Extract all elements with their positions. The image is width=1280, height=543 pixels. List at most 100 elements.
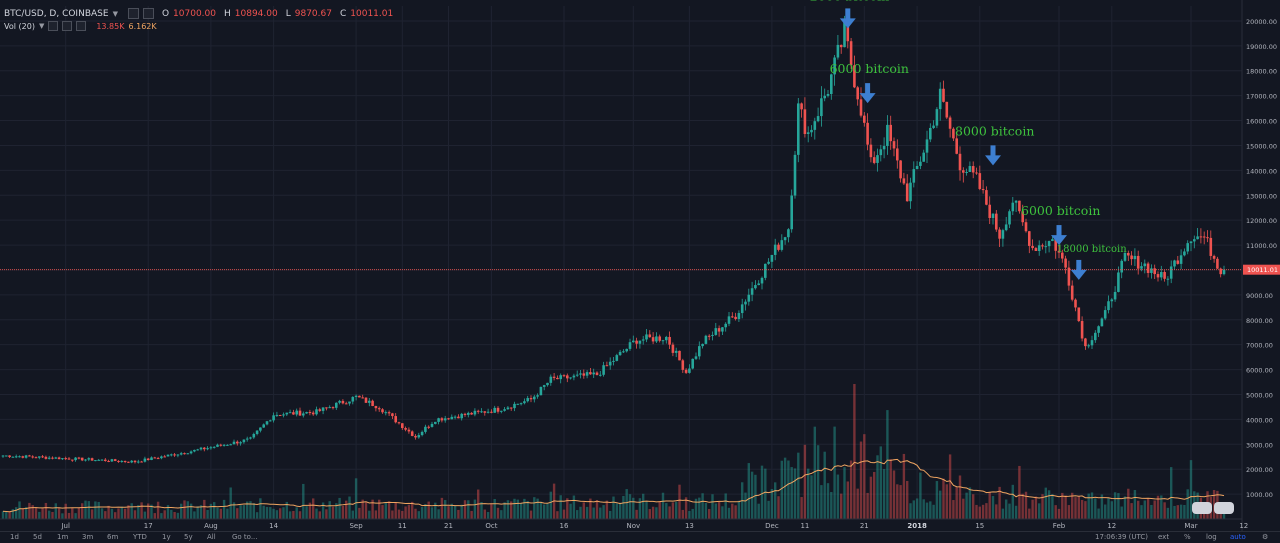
candle [94, 460, 97, 462]
candle [823, 95, 826, 99]
volume-bar [625, 489, 628, 519]
candle [104, 459, 107, 461]
volume-bar [1034, 496, 1038, 519]
candle [919, 161, 922, 166]
candle [691, 358, 694, 369]
eye-icon[interactable] [48, 21, 59, 31]
timeframe-1d[interactable]: 1d [10, 533, 19, 541]
candle [216, 444, 219, 447]
candle [866, 122, 869, 145]
volume-bar [378, 499, 381, 519]
volume-bar [529, 510, 533, 519]
volume-bar [783, 457, 787, 519]
timeframe-ytd[interactable]: YTD [133, 533, 147, 541]
x-tick-label: Nov [626, 522, 640, 530]
hide-icon[interactable] [142, 8, 154, 19]
candle [681, 360, 685, 370]
candle [701, 343, 704, 347]
candle [377, 408, 381, 410]
candle [1143, 263, 1147, 267]
volume-bar [1044, 487, 1047, 519]
close-icon[interactable] [76, 21, 87, 31]
volume-bar [975, 504, 978, 519]
y-tick-label: 19000.00 [1246, 43, 1277, 51]
volume-bar [734, 505, 737, 519]
volume-bar [684, 497, 688, 519]
volume-bar [114, 512, 117, 519]
timeframe-5y[interactable]: 5y [184, 533, 193, 541]
candle [219, 444, 223, 446]
candle [209, 447, 213, 449]
candle [767, 261, 770, 264]
candle [839, 44, 843, 48]
candle [212, 446, 216, 448]
candle [688, 368, 691, 373]
log-toggle[interactable]: log [1206, 533, 1217, 541]
candle [764, 263, 767, 278]
go-to-button[interactable]: Go to... [232, 533, 258, 541]
candle [1107, 301, 1110, 311]
candle [988, 204, 991, 218]
candle [635, 340, 638, 344]
volume-bar [48, 510, 51, 519]
candle [443, 418, 447, 421]
candle [463, 413, 467, 415]
volume-bar [562, 509, 566, 519]
settings-icon[interactable] [127, 8, 139, 19]
volume-bar [1008, 503, 1011, 519]
volume-bar [516, 499, 519, 519]
percent-toggle[interactable]: % [1184, 533, 1191, 541]
ext-toggle[interactable]: ext [1158, 533, 1170, 541]
volume-bar [1080, 499, 1084, 519]
candle [146, 458, 150, 461]
candle [589, 372, 592, 375]
timeframe-1m[interactable]: 1m [57, 533, 69, 541]
candle [57, 457, 61, 460]
candle [803, 109, 807, 134]
volume-bar [774, 482, 777, 519]
settings-icon[interactable] [62, 21, 73, 31]
candle [351, 396, 355, 402]
volume-bar [859, 441, 863, 519]
chevron-down-icon[interactable]: ▼ [38, 22, 45, 30]
timeframe-6m[interactable]: 6m [107, 533, 119, 541]
volume-bar [833, 426, 836, 519]
volume-label[interactable]: Vol (20) [4, 21, 35, 31]
timeframe-5d[interactable]: 5d [33, 533, 42, 541]
candle [269, 420, 272, 422]
symbol-label[interactable]: BTC/USD, D, COINBASE [4, 8, 109, 19]
candle [457, 416, 460, 419]
volume-ma-line [2, 458, 1225, 513]
timeframe-3m[interactable]: 3m [82, 533, 94, 541]
volume-bar [731, 503, 734, 519]
volume-bar [757, 503, 760, 519]
volume-bar [1041, 494, 1044, 519]
candle [1202, 236, 1206, 238]
volume-bar [107, 505, 110, 519]
open-key: O [161, 8, 170, 19]
candle [1160, 272, 1163, 278]
candle [1146, 263, 1150, 273]
x-tick-label: 12 [1107, 522, 1116, 530]
volume-bar [747, 463, 750, 519]
candle [1136, 255, 1140, 269]
auto-toggle[interactable]: auto [1230, 533, 1246, 541]
volume-bar [424, 504, 427, 519]
volume-bar [486, 512, 490, 519]
chevron-down-icon[interactable]: ▼ [112, 9, 118, 18]
clock-time[interactable]: 17:06:39 (UTC) [1095, 533, 1149, 541]
volume-bar [579, 506, 582, 519]
volume-bar [972, 494, 975, 519]
timeframe-1y[interactable]: 1y [162, 533, 171, 541]
volume-bar [945, 484, 948, 519]
price-chart[interactable]: 1000.00 2000.00 3000.00 4000.00 5000.00 6000.… [0, 0, 1280, 531]
gear-icon[interactable]: ⚙ [1262, 533, 1269, 541]
candle [123, 460, 127, 462]
candle [1212, 255, 1216, 259]
candle [1209, 237, 1213, 256]
candle [678, 350, 681, 361]
volume-bar [54, 503, 57, 519]
y-tick-label: 6000.00 [1246, 367, 1273, 375]
timeframe-all[interactable]: All [207, 533, 216, 541]
volume-bar [170, 509, 173, 519]
